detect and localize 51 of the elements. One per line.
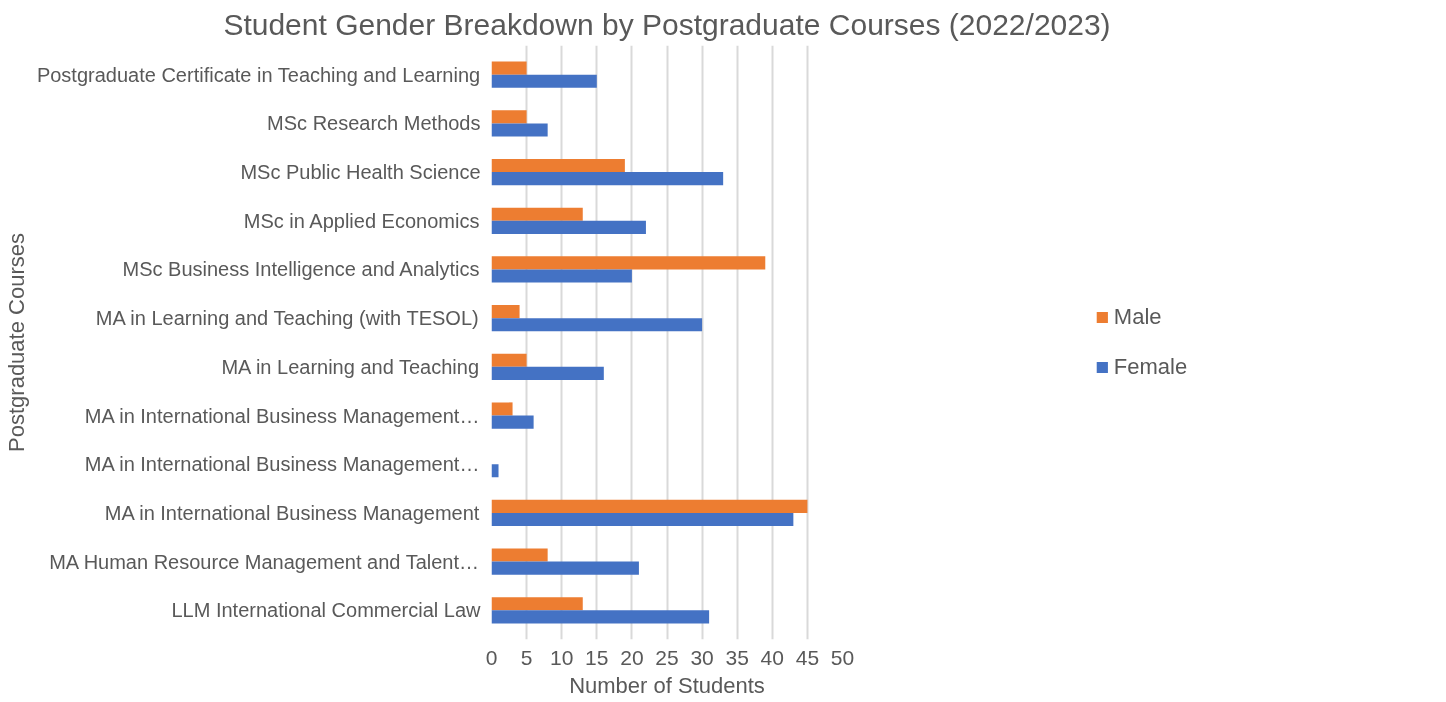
x-tick-label: 5 [520,645,533,669]
bar [491,561,639,575]
x-tick-label: 10 [550,645,574,669]
x-tick-label: 20 [620,645,644,669]
x-tick-label: 35 [725,645,749,669]
bar [491,74,597,88]
y-tick-label: LLM International Commercial Law [171,599,482,622]
bar [491,415,534,429]
y-tick-label: MSc Research Methods [267,112,481,135]
x-tick-label: 0 [485,645,498,669]
bar [491,597,583,611]
x-tick-label: 45 [795,645,820,669]
y-tick-label: MA in International Business Management [104,501,480,524]
bar [491,207,583,221]
bar [491,110,527,124]
bar [491,353,527,367]
bar [491,499,808,513]
bar [491,366,604,380]
y-tick-label: MA in Learning and Teaching [221,355,480,378]
y-tick-label: MSc Business Intelligence and Analytics [122,258,480,281]
bar [491,220,646,234]
x-tick-label: 25 [655,645,679,669]
x-tick-label: 15 [585,645,609,669]
bar [491,610,710,624]
y-tick-label: Postgraduate Certificate in Teaching and Learning [36,63,481,86]
bar [491,158,625,173]
legend-label: Female [1113,354,1188,380]
bar [491,512,794,527]
bar [491,269,632,283]
bar [491,305,520,319]
y-tick-label: MA in International Business Management… [84,404,480,427]
legend-label: Male [1113,304,1162,330]
bar [491,61,527,75]
y-tick-label: MA Human Resource Management and Talent… [49,550,480,573]
bar [491,256,766,270]
x-tick-label: 40 [760,645,784,669]
y-tick-label: MA in Learning and Teaching (with TESOL) [95,307,479,330]
x-tick-label: 50 [830,645,855,669]
bar [491,318,703,332]
bar [491,123,548,137]
y-axis-title: Postgraduate Courses [3,233,29,452]
bar [491,548,548,562]
y-tick-label: MA in International Business Management… [84,453,480,476]
x-tick-label: 30 [690,645,714,669]
y-tick-label: MSc Public Health Science [240,161,481,184]
chart-title: Student Gender Breakdown by Postgraduate Courses (2022/2023) [223,7,1111,41]
bar [491,172,724,186]
x-axis-title: Number of Students [569,672,765,698]
bar [491,402,513,416]
y-tick-label: MSc in Applied Economics [243,209,480,232]
bar [491,464,499,478]
